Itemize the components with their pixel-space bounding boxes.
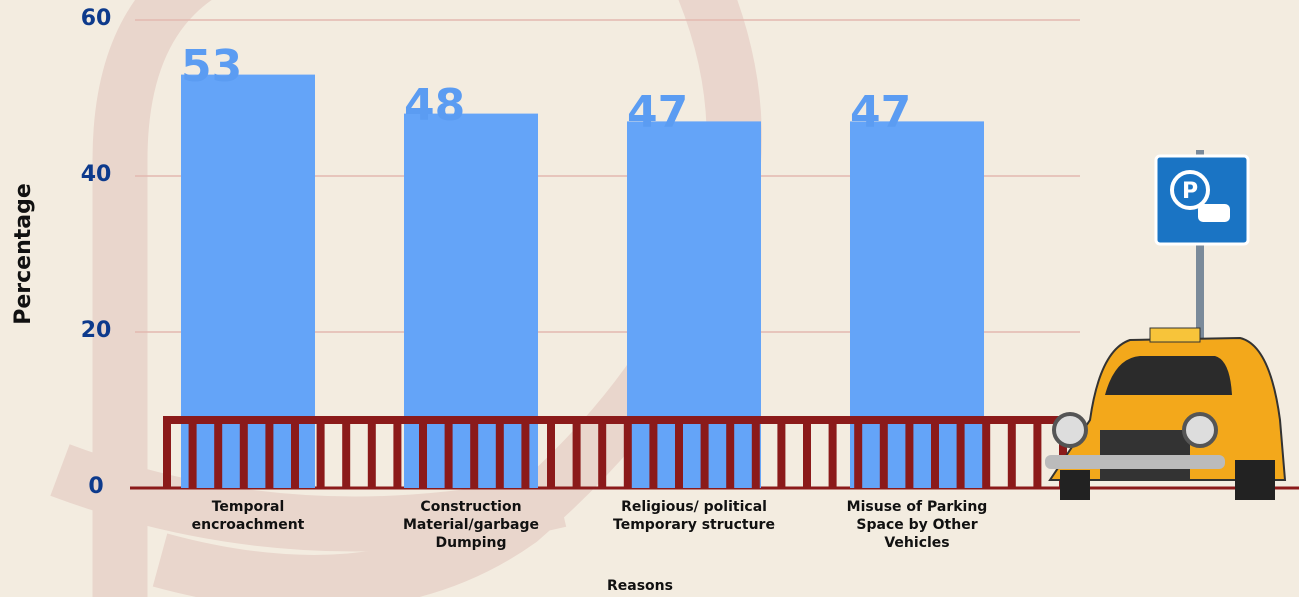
x-tick-label: Religious/ political Temporary structure bbox=[609, 498, 779, 534]
page: Percentage Reasons P 0 20 40 60 53 Temporal e… bbox=[0, 0, 1299, 597]
fence-post bbox=[752, 416, 760, 488]
fence-post bbox=[189, 416, 197, 488]
fence-post bbox=[675, 416, 683, 488]
fence-post bbox=[368, 416, 376, 488]
fence-post bbox=[777, 416, 785, 488]
fence-post bbox=[1008, 416, 1016, 488]
fence-post bbox=[573, 416, 581, 488]
fence-post bbox=[829, 416, 837, 488]
value-label: 47 bbox=[850, 91, 911, 135]
fence-post bbox=[419, 416, 427, 488]
value-label: 53 bbox=[181, 45, 242, 89]
fence-post bbox=[598, 416, 606, 488]
fence-post bbox=[803, 416, 811, 488]
value-label: 48 bbox=[404, 84, 465, 128]
fence-post bbox=[317, 416, 325, 488]
x-tick-label: Misuse of Parking Space by Other Vehicle… bbox=[832, 498, 1002, 552]
fence-post bbox=[701, 416, 709, 488]
fence-post bbox=[470, 416, 478, 488]
fence-post bbox=[265, 416, 273, 488]
fence-post bbox=[547, 416, 555, 488]
fence-post bbox=[957, 416, 965, 488]
value-label: 47 bbox=[627, 91, 688, 135]
taxi bbox=[1045, 328, 1285, 500]
y-tick-label: 60 bbox=[66, 6, 126, 31]
fence-post bbox=[393, 416, 401, 488]
bar bbox=[627, 121, 761, 488]
parking-sign: P bbox=[1156, 150, 1248, 350]
y-axis-title: Percentage bbox=[11, 183, 36, 325]
svg-text:P: P bbox=[1182, 179, 1198, 204]
x-tick-label: Temporal encroachment bbox=[163, 498, 333, 534]
fence-post bbox=[982, 416, 990, 488]
fence-post bbox=[291, 416, 299, 488]
fence-post bbox=[649, 416, 657, 488]
y-tick-label: 0 bbox=[66, 474, 126, 499]
x-axis-title: Reasons bbox=[607, 578, 673, 594]
fence-post bbox=[931, 416, 939, 488]
x-tick-label: Construction Material/garbage Dumping bbox=[386, 498, 556, 552]
fence-post bbox=[1033, 416, 1041, 488]
fence-post bbox=[521, 416, 529, 488]
fence-post bbox=[240, 416, 248, 488]
fence-post bbox=[854, 416, 862, 488]
fence-post bbox=[163, 416, 171, 488]
fence-post bbox=[726, 416, 734, 488]
fence-post bbox=[445, 416, 453, 488]
fence-post bbox=[880, 416, 888, 488]
y-tick-label: 20 bbox=[66, 318, 126, 343]
fence-post bbox=[905, 416, 913, 488]
fence-post bbox=[624, 416, 632, 488]
fence-post bbox=[342, 416, 350, 488]
y-tick-label: 40 bbox=[66, 162, 126, 187]
fence-post bbox=[496, 416, 504, 488]
fence-post bbox=[214, 416, 222, 488]
